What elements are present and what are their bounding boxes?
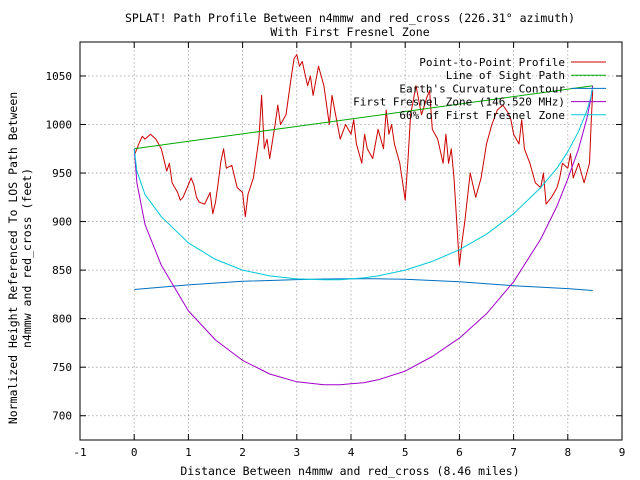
series-line-1 [133, 54, 594, 266]
x-tick-label: 8 [564, 446, 571, 459]
x-tick-label: 7 [510, 446, 517, 459]
legend-label-4: First Fresnel Zone (146.520 MHz) [353, 96, 565, 109]
y-tick-label: 700 [52, 410, 72, 423]
x-tick-label: 1 [185, 446, 192, 459]
chart-subtitle: With First Fresnel Zone [270, 25, 429, 39]
legend-label-2: Line of Sight Path [446, 69, 565, 82]
y-axis-label-line1: Normalized Height Referenced To LOS Path… [6, 92, 20, 424]
x-tick-label: -1 [73, 446, 86, 459]
legend-label-5: 60% of First Fresnel Zone [399, 109, 565, 122]
chart-title: SPLAT! Path Profile Between n4mmw and re… [125, 11, 575, 25]
x-tick-label: 9 [619, 446, 626, 459]
y-axis-label-line2: n4mmw and red_cross (feet) [20, 168, 34, 348]
series-lines [133, 54, 594, 386]
series-line-3 [134, 278, 593, 291]
y-tick-label: 950 [52, 167, 72, 180]
x-tick-label: 4 [348, 446, 355, 459]
legend-label-3: Earth's Curvature Contour [399, 82, 565, 95]
y-tick-label: 800 [52, 313, 72, 326]
x-tick-label: 3 [293, 446, 300, 459]
x-tick-label: 5 [402, 446, 409, 459]
series-line-5 [133, 87, 594, 281]
x-tick-label: 2 [239, 446, 246, 459]
y-tick-label: 1000 [46, 119, 73, 132]
axis-ticks: -1 0 1 2 3 4 5 6 7 8 9 700 750 800 850 900 950 1000 1050 [46, 42, 626, 459]
series-line-4 [133, 85, 594, 386]
y-tick-label: 1050 [46, 70, 73, 83]
y-tick-label: 900 [52, 216, 72, 229]
x-axis-label: Distance Between n4mmw and red_cross (8.… [180, 464, 519, 478]
y-tick-label: 750 [52, 361, 72, 374]
legend-label-1: Point-to-Point Profile [419, 56, 565, 69]
series-line-2 [134, 85, 593, 150]
y-tick-label: 850 [52, 264, 72, 277]
plot-frame [79, 41, 623, 441]
x-tick-label: 0 [131, 446, 138, 459]
x-tick-label: 6 [456, 446, 463, 459]
